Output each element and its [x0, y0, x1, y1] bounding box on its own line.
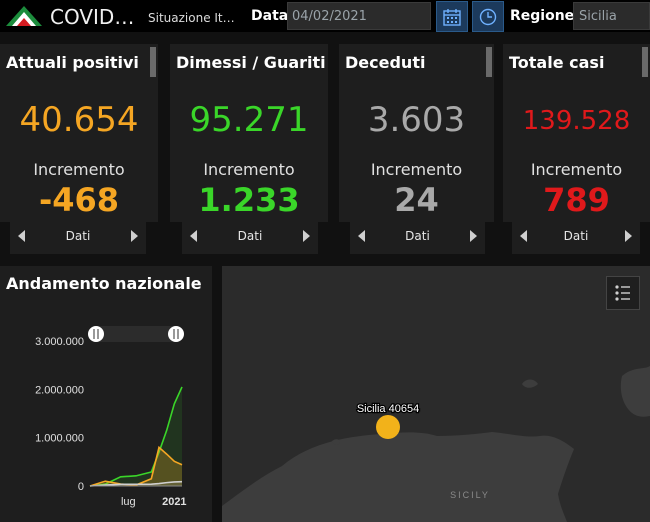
series-line: [89, 445, 183, 487]
range-handle-right[interactable]: [168, 326, 184, 342]
series-line: [89, 480, 183, 487]
app-logo: [6, 6, 42, 26]
clock-button[interactable]: [472, 1, 504, 32]
map-canvas[interactable]: Sicilia 40654 SICILY: [222, 266, 650, 522]
y-tick-label: 1.000.000: [35, 433, 84, 445]
card-deceduti: Deceduti 3.603 Incremento 24: [339, 44, 494, 222]
land-mass-east: [620, 366, 650, 417]
next-arrow-icon[interactable]: [470, 230, 477, 242]
sicilia-marker[interactable]: [376, 415, 400, 439]
prev-arrow-icon[interactable]: [358, 230, 365, 242]
land-mass-island: [522, 379, 538, 388]
card-increment-value: 789: [543, 181, 610, 219]
x-tick-label: 2021: [162, 496, 186, 508]
calendar-button[interactable]: [436, 1, 468, 32]
chart-range-bar[interactable]: [96, 326, 176, 342]
national-trend-chart: 3.000.000 2.000.000 1.000.000 0 lug 2021: [35, 326, 187, 508]
card-increment-value: -468: [38, 181, 120, 219]
date-input[interactable]: 04/02/2021: [287, 2, 431, 30]
sicilia-marker-label: Sicilia 40654: [357, 403, 419, 415]
prev-arrow-icon[interactable]: [18, 230, 25, 242]
card-increment-value: 1.233: [198, 181, 300, 219]
card-increment-label: Incremento: [33, 160, 125, 179]
clock-icon: [479, 8, 497, 25]
pager-dimessi-guariti: Dati: [182, 222, 318, 254]
next-arrow-icon[interactable]: [131, 230, 138, 242]
date-label: Data: [251, 8, 289, 24]
card-increment-label: Incremento: [530, 160, 623, 179]
card-scrollbar[interactable]: [642, 47, 648, 77]
prev-arrow-icon[interactable]: [190, 230, 197, 242]
region-label: Regione: [510, 8, 575, 24]
header-bar: COVID… Situazione It… Data 04/02/2021 Re…: [0, 0, 650, 32]
pager-totale-casi: Dati: [512, 222, 640, 254]
pager-label: Dati: [405, 229, 430, 243]
y-tick-label: 2.000.000: [35, 384, 84, 396]
region-select[interactable]: Sicilia: [573, 2, 650, 30]
app-title: COVID…: [50, 5, 135, 29]
card-attuali-positivi: Attuali positivi 40.654 Incremento -468: [0, 44, 158, 222]
next-arrow-icon[interactable]: [625, 230, 632, 242]
prev-arrow-icon[interactable]: [520, 230, 527, 242]
series-area: [90, 447, 182, 486]
card-title: Totale casi: [509, 53, 605, 72]
card-totale-casi: Totale casi 139.528 Incremento 789: [503, 44, 650, 222]
card-increment-label: Incremento: [370, 160, 463, 179]
pager-label: Dati: [237, 229, 263, 243]
land-mass-island: [332, 439, 340, 446]
chart-panel: 3.000.000 2.000.000 1.000.000 0 lug 2021 And…: [0, 266, 212, 522]
land-mass: [222, 432, 574, 522]
card-value: 95.271: [189, 100, 309, 140]
card-scrollbar[interactable]: [150, 47, 156, 77]
card-value: 40.654: [19, 100, 139, 140]
next-arrow-icon[interactable]: [303, 230, 310, 242]
card-increment-label: Incremento: [203, 160, 295, 179]
card-title: Attuali positivi: [6, 53, 139, 72]
pager-label: Dati: [65, 229, 91, 243]
card-value: 139.528: [522, 106, 631, 136]
card-scrollbar[interactable]: [486, 47, 492, 77]
card-title: Deceduti: [345, 53, 426, 72]
card-increment-value: 24: [394, 181, 439, 219]
pager-label: Dati: [563, 229, 589, 243]
app-subtitle: Situazione It…: [148, 11, 235, 25]
pager-attuali-positivi: Dati: [10, 222, 146, 254]
pager-deceduti: Dati: [350, 222, 485, 254]
chart-title: Andamento nazionale: [6, 274, 202, 293]
y-tick-label: 3.000.000: [35, 336, 84, 348]
y-tick-label: 0: [78, 481, 84, 493]
map-panel[interactable]: Sicilia 40654 SICILY: [222, 266, 650, 522]
series-area: [90, 386, 182, 486]
legend-button[interactable]: [606, 276, 640, 310]
card-dimessi-guariti: Dimessi / Guariti 95.271 Incremento 1.23…: [170, 44, 328, 222]
card-title: Dimessi / Guariti: [176, 53, 326, 72]
range-handle-left[interactable]: [88, 326, 104, 342]
x-tick-label: lug: [121, 496, 136, 508]
place-label-sicily: SICILY: [450, 490, 490, 500]
legend-icon: [615, 285, 630, 301]
calendar-icon: [443, 8, 461, 26]
card-value: 3.603: [367, 100, 466, 140]
